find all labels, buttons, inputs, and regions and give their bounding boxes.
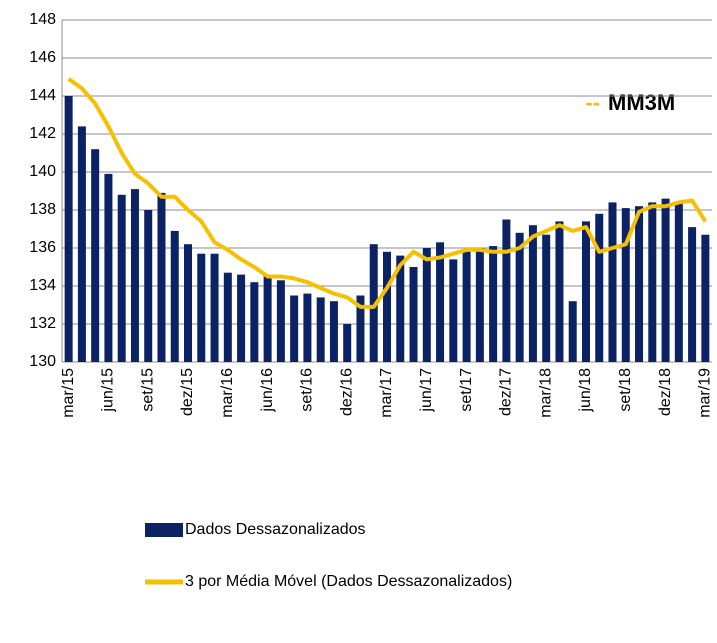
bar bbox=[489, 246, 498, 362]
bar bbox=[674, 202, 683, 362]
bar bbox=[130, 189, 139, 362]
y-tick-label: 142 bbox=[29, 125, 56, 142]
line bbox=[67, 77, 708, 309]
legend-swatch bbox=[145, 523, 183, 537]
y-tick-label: 132 bbox=[29, 315, 56, 332]
x-tick-label: mar/18 bbox=[537, 368, 554, 418]
bar bbox=[608, 202, 617, 362]
bar bbox=[635, 206, 644, 362]
x-tick-label: set/16 bbox=[299, 368, 316, 412]
bar bbox=[77, 126, 86, 363]
bar bbox=[383, 251, 391, 362]
x-tick-label: mar/16 bbox=[219, 368, 236, 418]
annotation-marker: -- bbox=[585, 90, 600, 115]
bar bbox=[91, 149, 100, 362]
x-tick-label: set/15 bbox=[139, 368, 156, 412]
bar bbox=[542, 234, 551, 362]
legend-label: Dados Dessazonalizados bbox=[185, 521, 366, 538]
bar bbox=[648, 202, 657, 362]
bar bbox=[449, 259, 458, 362]
bar bbox=[701, 234, 710, 362]
y-tick-label: 140 bbox=[29, 163, 56, 180]
y-tick-label: 148 bbox=[29, 11, 56, 28]
bar bbox=[356, 295, 365, 362]
y-tick-label: 130 bbox=[29, 353, 56, 370]
annotation: MM3M bbox=[608, 90, 675, 115]
bar bbox=[210, 253, 219, 362]
x-tick-label: jun/16 bbox=[259, 368, 276, 413]
x-tick-label: mar/15 bbox=[60, 368, 77, 418]
bar bbox=[475, 248, 484, 362]
x-tick-label: jun/17 bbox=[418, 368, 435, 413]
bar bbox=[462, 249, 471, 362]
bar bbox=[290, 295, 299, 362]
bar bbox=[184, 244, 193, 362]
x-tick-label: dez/17 bbox=[498, 368, 515, 416]
bar bbox=[595, 213, 604, 362]
y-tick-label: 144 bbox=[29, 87, 56, 104]
bar bbox=[515, 232, 524, 362]
bar bbox=[303, 293, 312, 362]
bar bbox=[170, 230, 179, 362]
bar bbox=[581, 221, 590, 362]
y-tick-label: 134 bbox=[29, 277, 56, 294]
x-tick-label: dez/16 bbox=[338, 368, 355, 416]
bar bbox=[104, 173, 113, 362]
x-tick-label: set/17 bbox=[458, 368, 475, 412]
y-tick-label: 138 bbox=[29, 201, 56, 218]
x-tick-label: dez/15 bbox=[179, 368, 196, 416]
bar bbox=[688, 227, 697, 362]
bar bbox=[197, 253, 206, 362]
bar bbox=[409, 267, 418, 362]
bar bbox=[436, 242, 445, 362]
bar bbox=[528, 225, 537, 362]
y-tick-label: 136 bbox=[29, 239, 56, 256]
y-tick-label: 146 bbox=[29, 49, 56, 66]
bar bbox=[621, 208, 630, 362]
x-tick-label: jun/15 bbox=[100, 368, 117, 413]
bar bbox=[422, 248, 431, 362]
bar bbox=[64, 96, 73, 362]
bar bbox=[396, 255, 405, 362]
bar bbox=[276, 280, 285, 362]
bar bbox=[263, 274, 272, 362]
bar bbox=[316, 297, 325, 362]
bar bbox=[117, 194, 126, 362]
x-tick-label: mar/17 bbox=[378, 368, 395, 418]
bar bbox=[369, 244, 378, 362]
x-tick-label: set/18 bbox=[617, 368, 634, 412]
bar bbox=[144, 210, 153, 362]
bar bbox=[502, 219, 511, 362]
bar bbox=[568, 301, 577, 362]
x-tick-label: mar/19 bbox=[697, 368, 714, 418]
bar bbox=[250, 282, 259, 362]
bar bbox=[555, 221, 564, 362]
legend-label: 3 por Média Móvel (Dados Dessazonalizado… bbox=[185, 573, 512, 590]
bar bbox=[661, 198, 670, 362]
x-tick-label: jun/18 bbox=[577, 368, 594, 413]
bar bbox=[237, 274, 246, 362]
bar bbox=[343, 324, 352, 362]
bar bbox=[157, 192, 166, 362]
x-tick-label: dez/18 bbox=[657, 368, 674, 416]
bar bbox=[329, 301, 338, 362]
bar bbox=[223, 272, 232, 362]
